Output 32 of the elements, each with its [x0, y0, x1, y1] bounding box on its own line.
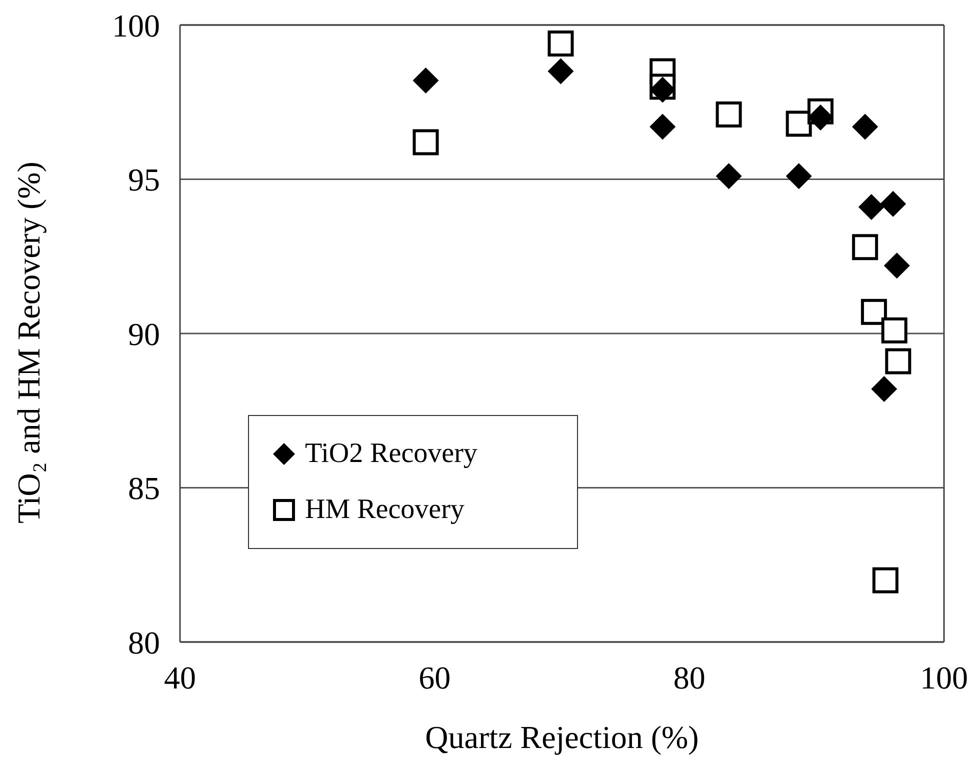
- point: [786, 163, 812, 190]
- point: [852, 234, 878, 260]
- x-tick-label: 100: [920, 660, 968, 696]
- x-tick-label: 40: [164, 660, 196, 696]
- point: [881, 317, 908, 344]
- point: [412, 129, 439, 156]
- y-tick-label: 85: [128, 470, 160, 506]
- y-tick-label: 95: [128, 162, 160, 198]
- y-tick-label: 100: [112, 7, 160, 44]
- point: [871, 376, 898, 402]
- point: [412, 68, 439, 94]
- point: [548, 58, 574, 84]
- x-tick-label: 80: [673, 660, 706, 696]
- legend-label: TiO2 Recovery: [305, 438, 478, 470]
- point: [716, 163, 742, 190]
- point: [650, 114, 676, 140]
- point: [880, 190, 906, 217]
- point: [716, 101, 742, 128]
- point: [548, 30, 574, 57]
- point: [885, 348, 912, 374]
- x-axis-title: Quartz Rejection (%): [425, 719, 699, 755]
- point: [872, 567, 898, 594]
- point: [860, 298, 887, 325]
- y-tick-label: 80: [128, 624, 160, 660]
- point: [852, 114, 878, 140]
- x-tick-label: 60: [418, 660, 451, 696]
- y-tick-label: 90: [128, 316, 160, 352]
- y-axis-title: TiO₂ and HM Recovery (%): [10, 162, 46, 524]
- point: [884, 252, 910, 279]
- point: [786, 110, 812, 137]
- point: [858, 194, 884, 220]
- legend-label: HM Recovery: [305, 494, 464, 526]
